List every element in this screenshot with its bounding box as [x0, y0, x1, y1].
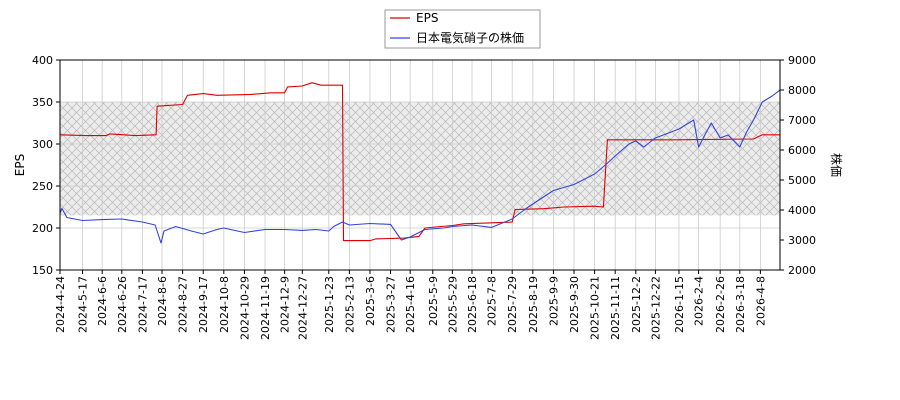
y-left-tick-label: 350 [32, 96, 53, 109]
y-left-axis-title: EPS [13, 154, 27, 176]
x-tick-label: 2025-9-9 [547, 276, 560, 326]
x-tick-label: 2025-11-11 [609, 276, 622, 340]
x-tick-label: 2026-2-4 [693, 276, 706, 326]
x-tick-label: 2024-10-8 [218, 276, 231, 333]
stock-price-series-line [60, 89, 780, 244]
x-tick-label: 2025-9-30 [568, 276, 581, 333]
y-left-ticks: 150 200 250 300 350 400 [32, 54, 60, 277]
x-tick-label: 2026-3-18 [734, 276, 747, 333]
legend: EPS 日本電気硝子の株価 [384, 9, 541, 49]
x-tick-label: 2025-7-8 [486, 276, 499, 326]
y-left-tick-label: 150 [32, 264, 53, 277]
x-tick-label: 2024-4-24 [54, 276, 67, 333]
x-tick-label: 2025-8-19 [527, 276, 540, 333]
series-group [60, 82, 780, 244]
x-tick-label: 2025-10-21 [589, 276, 602, 340]
x-tick-label: 2024-12-9 [279, 276, 292, 333]
y-right-tick-label: 7000 [788, 114, 816, 127]
plot-area [60, 60, 780, 270]
y-left-tick-label: 200 [32, 222, 53, 235]
x-tick-label: 2025-3-27 [385, 276, 398, 333]
x-tick-label: 2026-1-15 [673, 276, 686, 333]
plot-frame [59, 59, 781, 271]
x-tick-label: 2025-12-22 [649, 276, 662, 340]
x-tick-label: 2024-8-6 [156, 276, 169, 326]
x-tick-label: 2026-4-8 [754, 276, 767, 326]
x-tick-label: 2024-7-17 [136, 276, 149, 333]
x-tick-label: 2024-12-27 [296, 276, 309, 340]
x-tick-label: 2025-6-18 [466, 276, 479, 333]
y-right-tick-label: 9000 [788, 54, 816, 67]
x-tick-label: 2025-1-23 [323, 276, 336, 333]
x-tick-label: 2026-2-26 [714, 276, 727, 333]
x-tick-label: 2024-10-29 [238, 276, 251, 340]
x-tick-label: 2025-5-9 [427, 276, 440, 326]
y-left-tick-label: 400 [32, 54, 53, 67]
y-left-tick-label: 250 [32, 180, 53, 193]
x-tick-label: 2025-7-29 [506, 276, 519, 333]
x-tick-label: 2024-6-6 [96, 276, 109, 326]
eps-series-line [60, 82, 780, 242]
y-right-tick-label: 8000 [788, 84, 816, 97]
x-tick-label: 2024-6-26 [116, 276, 129, 333]
x-tick-label: 2025-2-13 [343, 276, 356, 333]
x-tick-label: 2024-9-17 [197, 276, 210, 333]
y-right-ticks: 2000 3000 4000 5000 6000 7000 8000 9000 [780, 54, 816, 277]
x-tick-label: 2024-5-17 [77, 276, 90, 333]
y-right-tick-label: 4000 [788, 204, 816, 217]
x-tick-label: 2024-11-19 [259, 276, 272, 340]
legend-box [384, 9, 541, 49]
shaded-band [60, 102, 780, 216]
x-tick-label: 2025-3-6 [364, 276, 377, 326]
y-right-tick-label: 5000 [788, 174, 816, 187]
legend-price-label: 日本電気硝子の株価 [416, 30, 524, 45]
x-tick-label: 2024-8-27 [177, 276, 190, 333]
y-right-tick-label: 2000 [788, 264, 816, 277]
x-tick-label: 2025-12-2 [630, 276, 643, 333]
y-right-axis-title: 株価 [829, 153, 844, 177]
plot-border [59, 59, 781, 271]
y-right-tick-label: 3000 [788, 234, 816, 247]
x-tick-label: 2025-4-16 [404, 276, 417, 333]
y-left-tick-label: 300 [32, 138, 53, 151]
x-ticks: 2024-4-24 2024-5-17 2024-6-6 2024-6-26 2024-… [54, 270, 767, 340]
legend-eps-label: EPS [416, 11, 438, 25]
x-tick-label: 2025-5-29 [446, 276, 459, 333]
y-right-tick-label: 6000 [788, 144, 816, 157]
